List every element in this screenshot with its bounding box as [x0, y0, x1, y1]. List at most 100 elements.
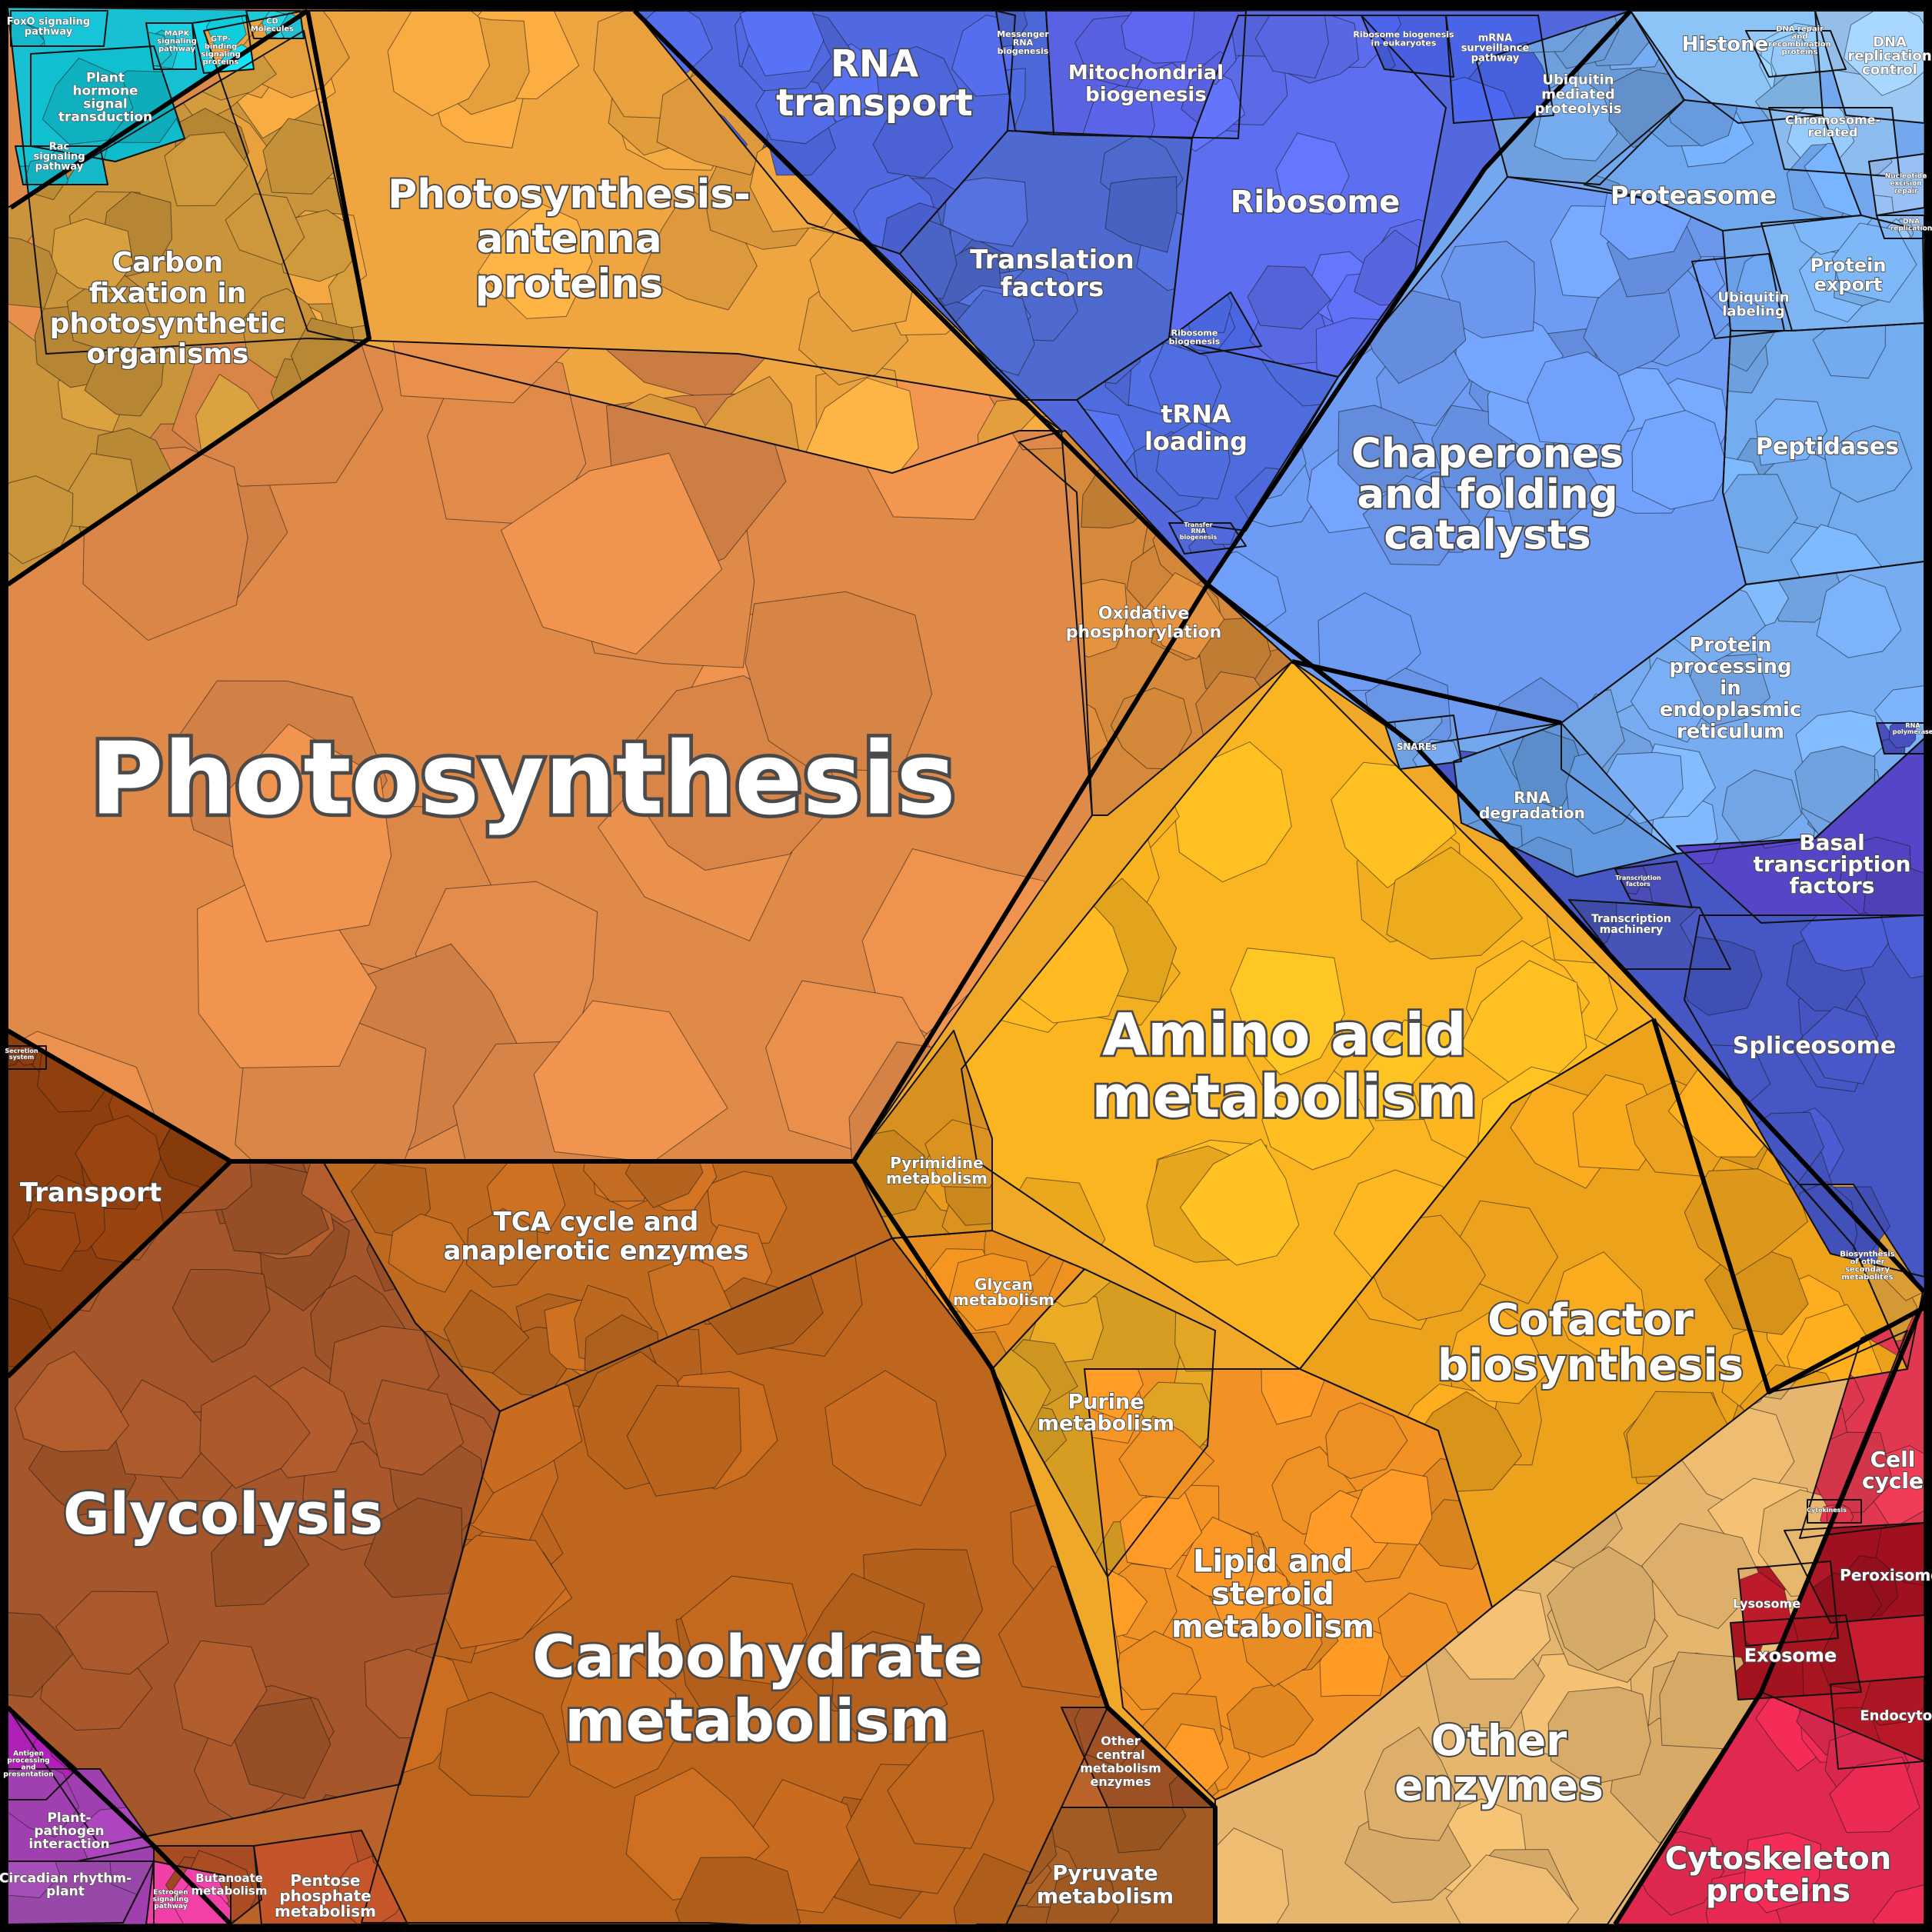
group-outline	[1568, 899, 1731, 970]
group-outline	[1730, 1614, 1862, 1700]
group-label: Cofactor biosynthesis	[1437, 1295, 1744, 1391]
group-label: Protein export	[1810, 255, 1887, 295]
group-label: Peroxisome	[1840, 1566, 1932, 1584]
group-label: RNA transport	[776, 43, 973, 125]
subcell-texture	[1802, 1523, 1924, 1623]
group-label: Ribosome	[1231, 185, 1401, 220]
group-label: Nucleotide excision repair	[1885, 172, 1927, 195]
group-outline	[1361, 15, 1454, 78]
subcell-texture	[11, 22, 45, 46]
group-label: Plant-pathogen interaction	[28, 1810, 109, 1852]
group-outline	[1168, 291, 1262, 355]
group-label: Photosynthesis	[90, 721, 955, 838]
subcell-texture	[8, 1861, 154, 1899]
subcell-texture	[1723, 323, 1913, 585]
group-label: Butanoate metabolism	[192, 1871, 268, 1898]
group-label: Rac signaling pathway	[34, 142, 85, 173]
group-outline	[853, 1030, 993, 1239]
group-outline	[1737, 1561, 1839, 1647]
group-label: RNA degradation	[1479, 788, 1585, 822]
group-label: Chaperones and folding catalysts	[1351, 431, 1624, 559]
group-label: Ubiquitin mediated proteolysis	[1535, 72, 1622, 117]
group-label: Antigen processing and presentation	[3, 1750, 53, 1779]
group-label: Purine metabolism	[1038, 1390, 1174, 1435]
group-outline	[1745, 30, 1847, 78]
group-label: Messenger RNA biogenesis	[997, 29, 1049, 56]
group-outline	[30, 45, 185, 162]
subcell-texture	[42, 57, 185, 162]
group-label: TCA cycle and anaplerotic enzymes	[443, 1207, 748, 1266]
group-outline	[245, 10, 305, 39]
group-label: Cytoskeleton proteins	[1665, 1841, 1891, 1909]
group-label: Chromosome-related	[1785, 113, 1880, 140]
supergroup-border	[9, 8, 309, 210]
group-outline	[153, 1845, 262, 1925]
group-label: Secretion system	[5, 1048, 38, 1061]
group-label: Transcription machinery	[1591, 913, 1671, 936]
group-label: Lipid and steroid metabolism	[1171, 1544, 1374, 1645]
group-outline	[1760, 215, 1925, 331]
group-label: Amino acid metabolism	[1091, 1000, 1477, 1131]
supergroup-border	[1613, 1690, 1764, 1926]
group-label: GTP-binding signaling proteins	[201, 35, 241, 67]
group-outline	[145, 22, 197, 70]
group-label: Glycolysis	[63, 1481, 383, 1547]
group-outline	[1768, 107, 1900, 178]
group-label: Spliceosome	[1733, 1033, 1896, 1060]
supergroup-border	[5, 1705, 233, 1927]
group-label: Transfer RNA biogenesis	[1180, 521, 1217, 541]
group-outline	[1476, 10, 1685, 185]
group-label: Other enzymes	[1394, 1716, 1604, 1810]
group-outline	[192, 15, 255, 74]
group-label: Peptidases	[1756, 434, 1899, 461]
group-outline	[1630, 10, 1824, 124]
group-label: DNA replication	[1890, 218, 1932, 233]
group-label: Pyruvate metabolism	[1037, 1862, 1174, 1909]
group-label: Circadian rhythm-plant	[0, 1870, 132, 1899]
group-label: CD Molecules	[251, 18, 294, 34]
group-label: Protein processing in endoplasmic reticulum	[1660, 634, 1802, 743]
group-label: Photosynthesis-antenna proteins	[388, 172, 751, 307]
group-label: Basal transcription factors	[1754, 830, 1911, 898]
group-label: Oxidative phosphorylation	[1066, 605, 1222, 642]
group-label: SNAREs	[1397, 741, 1437, 752]
group-label: FoxO signaling pathway	[7, 16, 90, 38]
group-label: Carbon fixation in photosynthetic organisms	[50, 247, 286, 370]
group-label: Mitochondrial biogenesis	[1068, 62, 1224, 107]
group-outline	[10, 10, 108, 47]
group-label: tRNA loading	[1144, 400, 1247, 456]
group-outline	[991, 1268, 1216, 1577]
group-outline	[1018, 430, 1293, 816]
subcell-texture	[1880, 723, 1917, 754]
supergroup-border	[851, 583, 1217, 1924]
group-outline	[1684, 914, 1925, 1277]
group-label: Cytokinesis	[1807, 1507, 1847, 1514]
group-label: mRNA surveillance pathway	[1461, 33, 1530, 65]
supergroup-border	[1205, 8, 1633, 586]
group-label: Cell cycle	[1862, 1447, 1924, 1494]
group-label: Pyrimidine metabolism	[886, 1154, 988, 1188]
group-label: Translation factors	[970, 245, 1134, 303]
group-label: Transcription factors	[1615, 874, 1661, 888]
group-outline	[1445, 15, 1554, 124]
group-label: Pentose phosphate metabolism	[275, 1871, 376, 1920]
group-label: MAPK signaling pathway	[157, 30, 197, 54]
group-label: DNA replication control	[1847, 34, 1931, 78]
subcell-texture	[1789, 215, 1917, 323]
group-label: Plant hormone signal transduction	[58, 71, 152, 125]
group-label: Estrogen signaling pathway	[153, 1889, 188, 1910]
group-label: Ribosome biogenesis in eukaryotes	[1353, 29, 1454, 48]
supergroup-border	[1291, 659, 1562, 725]
group-label: Transport	[20, 1178, 162, 1208]
group-label: RNA polymerase	[1893, 722, 1932, 735]
group-label: Biosynthesis of other secondary metabolites	[1840, 1251, 1895, 1282]
group-label: Exosome	[1744, 1644, 1837, 1666]
group-outline	[1045, 10, 1247, 139]
group-outline	[1799, 1184, 1924, 1370]
group-label: DNA repair and recombination proteins	[1768, 25, 1831, 57]
subcell-texture	[8, 1046, 38, 1067]
supergroup-border	[1651, 1018, 1926, 1394]
